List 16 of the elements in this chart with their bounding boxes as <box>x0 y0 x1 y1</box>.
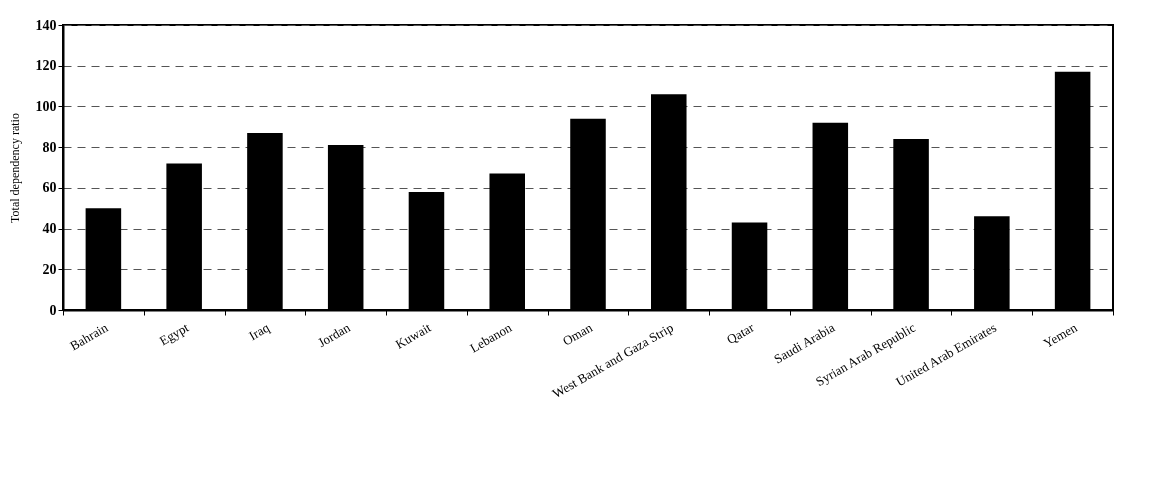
y-tick-label: 120 <box>35 58 57 74</box>
y-tick-label: 60 <box>42 180 57 196</box>
x-tick-label: Saudi Arabia <box>771 319 838 367</box>
x-tick-label: Egypt <box>156 319 192 349</box>
y-tick-label: 100 <box>35 98 57 114</box>
x-tick-label: Iraq <box>246 319 273 344</box>
y-tick-label: 80 <box>42 139 57 155</box>
y-tick-label: 20 <box>42 261 57 277</box>
x-tick-label: Oman <box>559 319 596 349</box>
x-tick-label: Jordan <box>315 319 354 351</box>
x-tick-label: Qatar <box>724 319 758 348</box>
y-tick-label: 40 <box>42 221 57 237</box>
y-axis-title: Total dependency ratio <box>7 113 22 223</box>
y-tick-label: 0 <box>49 302 57 318</box>
x-tick-label: Yemen <box>1040 319 1081 351</box>
y-tick-label: 140 <box>35 17 57 33</box>
